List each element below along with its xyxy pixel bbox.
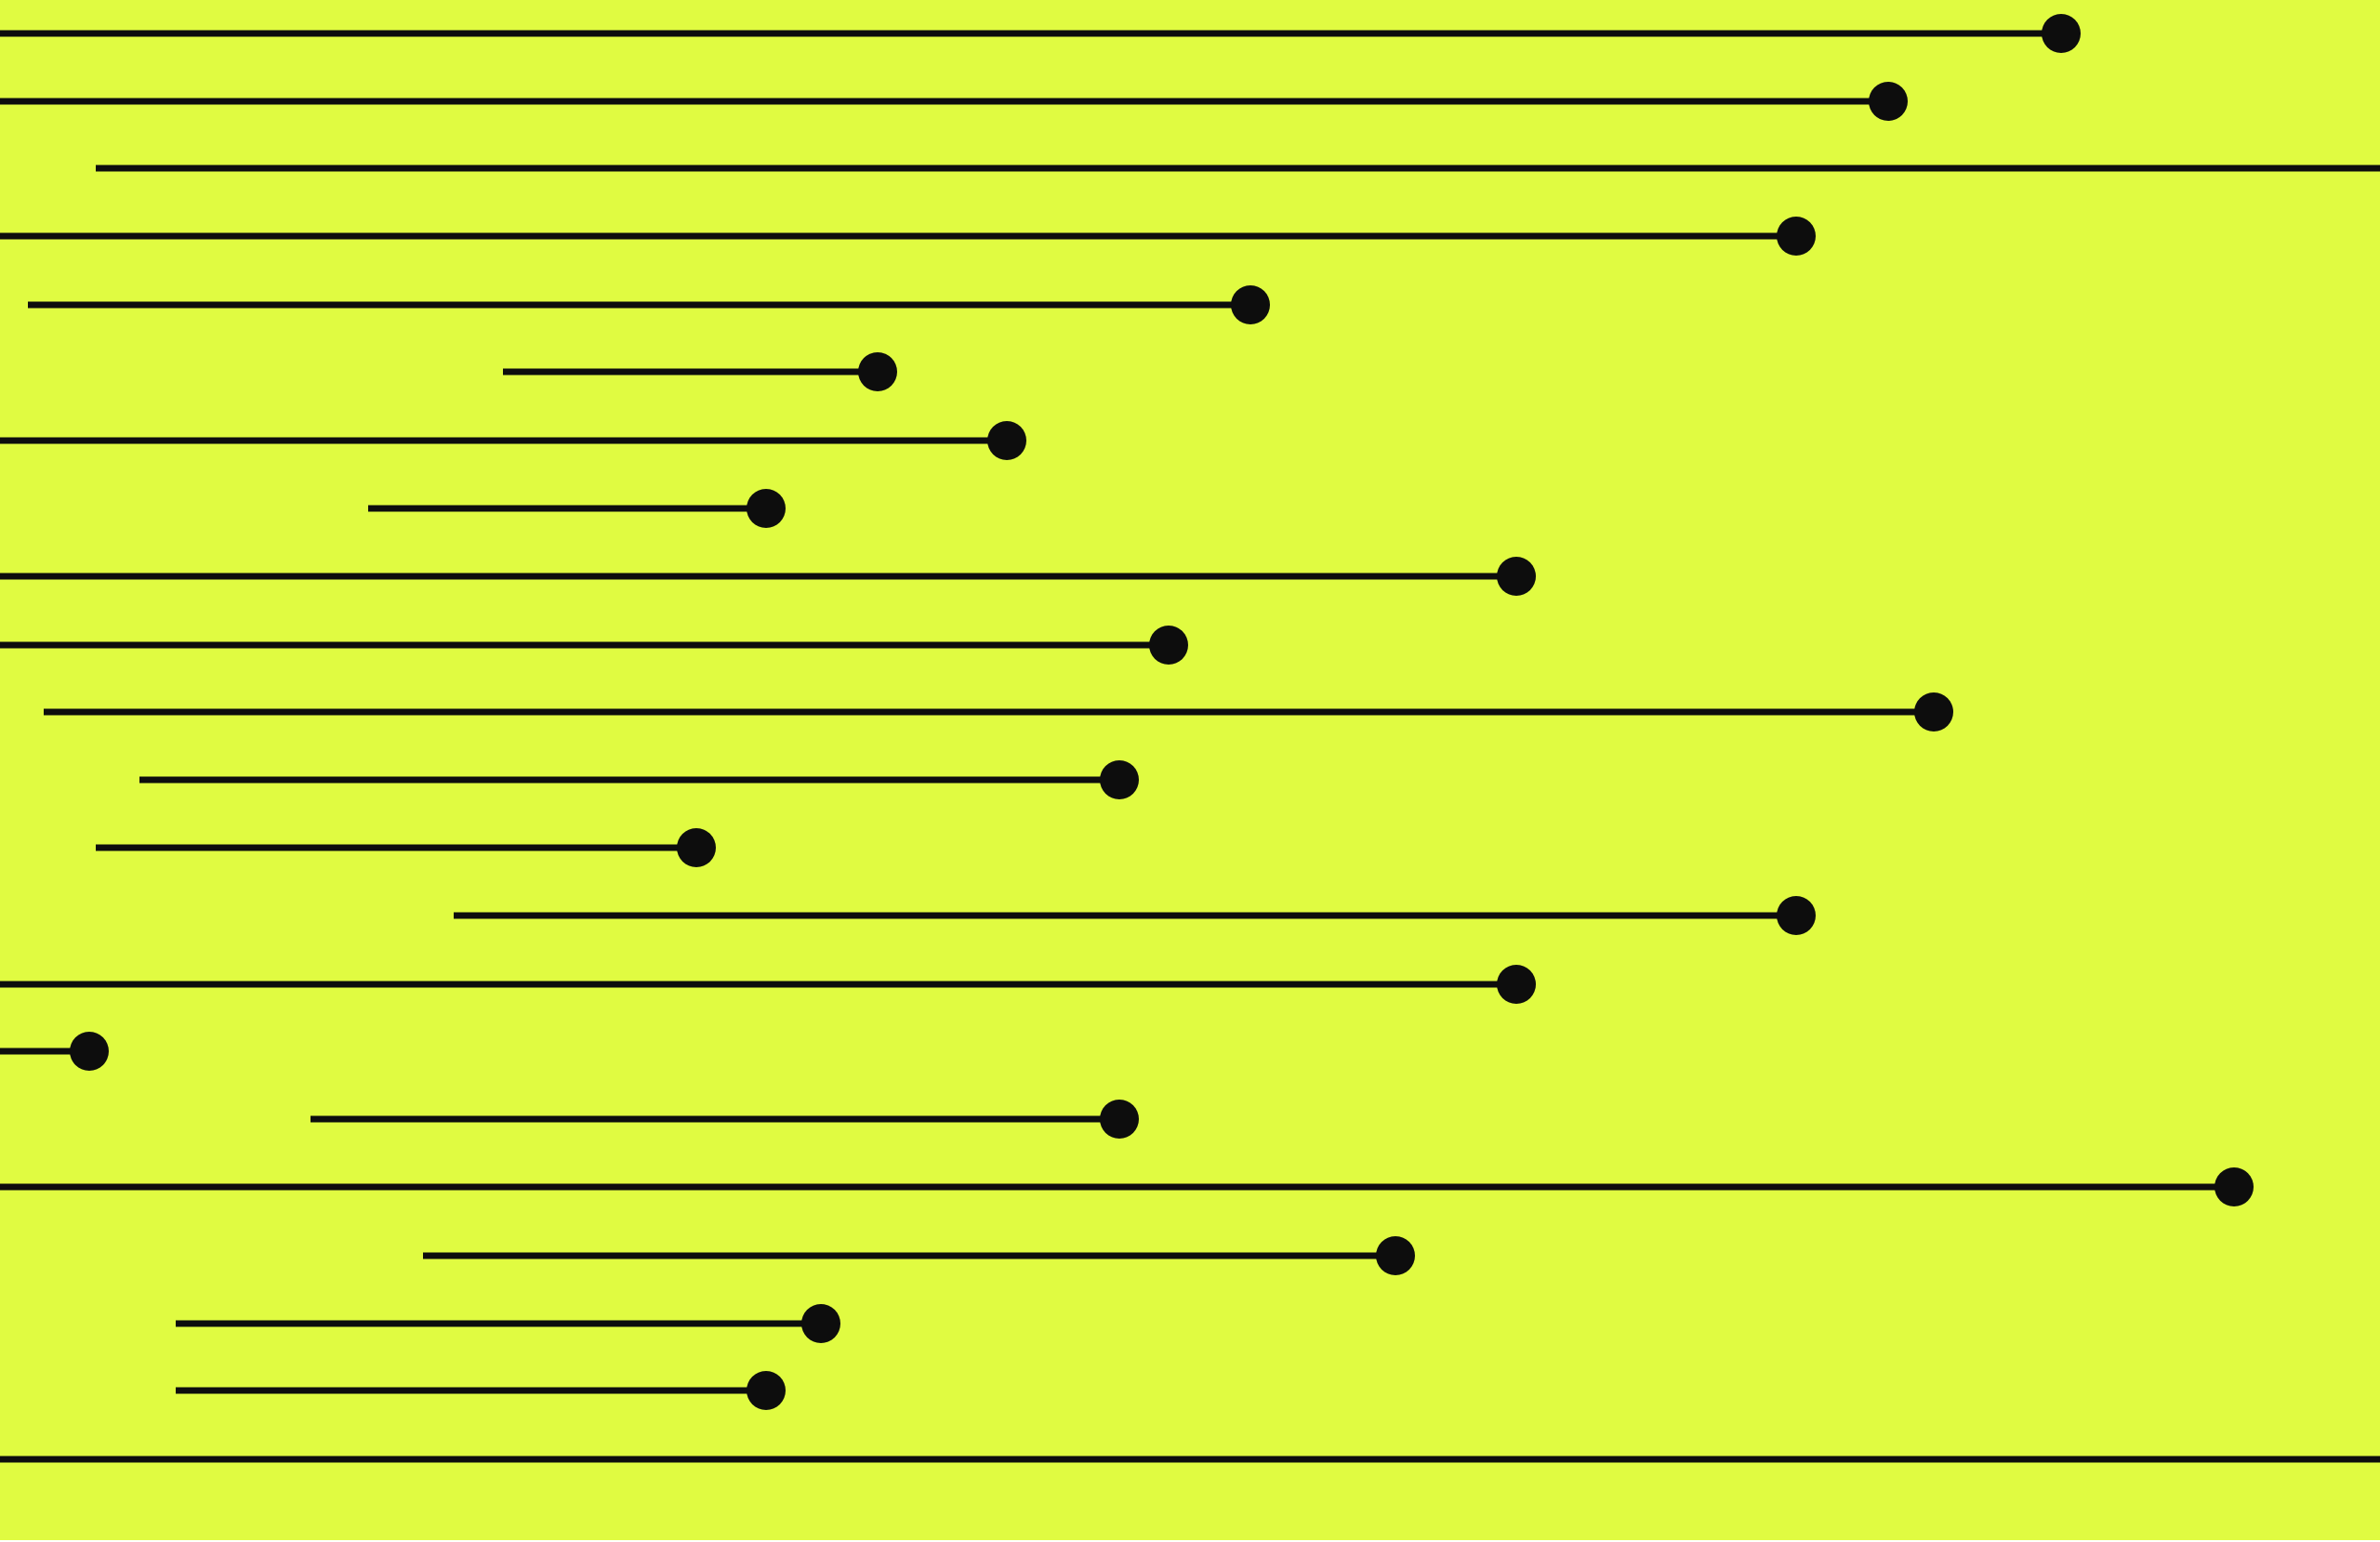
lollipop-5 [28, 285, 1270, 324]
dot-end [801, 1304, 840, 1343]
lollipop-17 [311, 1100, 1139, 1139]
dot-end [1100, 760, 1139, 799]
lollipop-6 [503, 352, 897, 391]
lollipop-19 [423, 1236, 1415, 1275]
dot-end [2215, 1167, 2254, 1206]
dot-end [1100, 1100, 1139, 1139]
lollipop-21 [176, 1371, 786, 1410]
dot-end [747, 1371, 786, 1410]
lollipop-14 [454, 896, 1816, 935]
lollipop-2 [0, 82, 1908, 121]
dot-end [1869, 82, 1908, 121]
dot-end [1149, 626, 1188, 665]
dot-end [1497, 965, 1536, 1004]
dot-end [747, 489, 786, 528]
dot-end [1914, 692, 1953, 731]
dot-end [1777, 896, 1816, 935]
lollipop-12 [139, 760, 1139, 799]
dot-end [677, 828, 716, 867]
lollipop-7 [0, 421, 1026, 460]
dot-end [2042, 14, 2081, 53]
lollipop-8 [368, 489, 786, 528]
lollipop-15 [0, 965, 1536, 1004]
lollipop-20 [176, 1304, 840, 1343]
lollipop-16 [0, 1032, 109, 1071]
lollipop-4 [0, 217, 1816, 256]
lollipop-1 [0, 14, 2081, 53]
dot-end [1376, 1236, 1415, 1275]
dot-end [1231, 285, 1270, 324]
dot-end [1497, 557, 1536, 596]
dot-end [70, 1032, 109, 1071]
lollipop-10 [0, 626, 1188, 665]
dot-end [1777, 217, 1816, 256]
lollipop-11 [44, 692, 1953, 731]
lollipop-13 [96, 828, 716, 867]
lollipop-9 [0, 557, 1536, 596]
lollipop-18 [0, 1167, 2254, 1206]
lollipop-lines [0, 14, 2380, 1463]
dot-end [987, 421, 1026, 460]
dot-end [858, 352, 897, 391]
